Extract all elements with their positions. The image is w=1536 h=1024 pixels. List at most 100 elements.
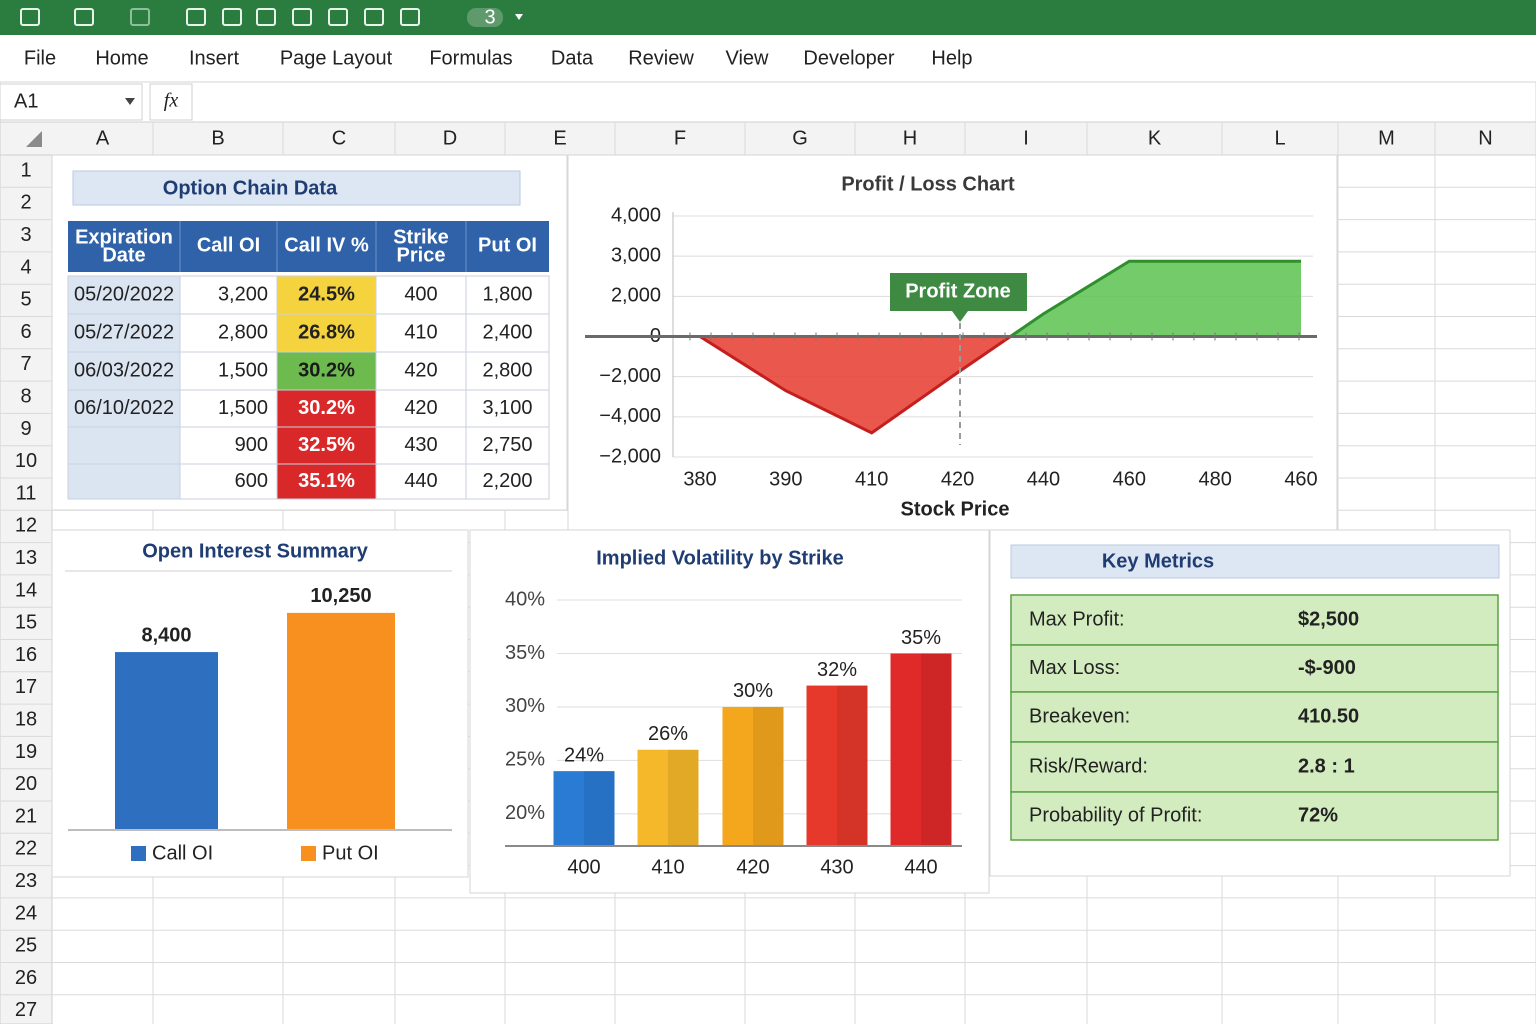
row-header: 11 xyxy=(16,482,37,504)
y-tick-label: 40% xyxy=(505,588,545,610)
toolbar-icon[interactable] xyxy=(364,8,384,26)
column-header: D xyxy=(443,127,457,149)
table-cell-text: 35.1% xyxy=(298,470,355,492)
fx-button[interactable] xyxy=(149,83,193,121)
fx-icon: fx xyxy=(164,90,179,112)
bar xyxy=(722,706,784,846)
x-tick-label: 380 xyxy=(683,468,716,490)
bar xyxy=(806,685,868,846)
table-cell-text: 600 xyxy=(235,470,268,492)
annotation-pointer xyxy=(952,311,968,322)
row-header: 22 xyxy=(15,838,37,860)
menu-item: Help xyxy=(931,47,972,69)
row-header: 17 xyxy=(15,676,37,698)
name-box-text: A1 xyxy=(14,90,38,112)
table-cell-text: 2,750 xyxy=(482,434,532,456)
annotation-box xyxy=(890,273,1027,311)
x-tick-label: 440 xyxy=(904,856,937,878)
toolbar-icon[interactable] xyxy=(222,8,242,26)
column-header: I xyxy=(1023,127,1029,149)
toolbar-icon[interactable] xyxy=(400,8,420,26)
row-header: 2 xyxy=(20,192,31,214)
toolbar-icon[interactable] xyxy=(256,8,276,26)
bar xyxy=(890,653,952,846)
x-tick-label: 410 xyxy=(651,856,684,878)
name-box[interactable] xyxy=(0,83,143,121)
menu-item: Home xyxy=(95,47,148,69)
metric-value: 72% xyxy=(1298,804,1338,826)
metrics-title: Key Metrics xyxy=(1102,550,1214,572)
select-all[interactable] xyxy=(26,131,42,147)
row-header: 4 xyxy=(20,256,31,278)
menu-item: Data xyxy=(551,47,594,69)
table-header: Strike xyxy=(393,226,449,248)
toolbar-icon[interactable] xyxy=(328,8,348,26)
table-cell xyxy=(179,351,278,391)
value-label: 26% xyxy=(648,723,688,745)
table-cell-text: 400 xyxy=(404,283,437,305)
row-header: 19 xyxy=(15,741,37,763)
legend-swatch xyxy=(131,846,146,861)
row-header: 26 xyxy=(15,967,37,989)
toolbar-icon[interactable] xyxy=(74,8,94,26)
table-cell xyxy=(179,313,278,353)
y-axis-label: −4,000 xyxy=(599,405,661,427)
table-header: Call IV % xyxy=(284,234,369,256)
table-cell xyxy=(375,463,467,500)
toolbar-icon[interactable] xyxy=(186,8,206,26)
value-label: 10,250 xyxy=(310,585,371,607)
menu-bar xyxy=(0,35,1536,82)
x-axis-title: Stock Price xyxy=(901,498,1010,520)
row-header: 13 xyxy=(15,547,37,569)
y-tick-label: 25% xyxy=(505,749,545,771)
row-header: 23 xyxy=(15,870,37,892)
metric-label: Probability of Profit: xyxy=(1029,804,1202,826)
table-cell-text: 1,800 xyxy=(482,283,532,305)
badge[interactable] xyxy=(467,8,503,27)
metrics-row xyxy=(1010,791,1499,841)
table-cell-text: 24.5% xyxy=(298,283,355,305)
metric-label: Max Profit: xyxy=(1029,608,1125,630)
table-cell-text: 06/03/2022 xyxy=(74,359,174,381)
formula-bar xyxy=(0,81,1536,123)
table-cell-text: 3,200 xyxy=(218,283,268,305)
toolbar-icon[interactable] xyxy=(130,8,150,26)
table-cell-text: 1,500 xyxy=(218,359,268,381)
chart-title: Profit / Loss Chart xyxy=(841,173,1015,195)
table-cell xyxy=(375,275,467,315)
toolbar-icon[interactable] xyxy=(20,8,40,26)
table-cell xyxy=(465,426,550,465)
row-header: 16 xyxy=(15,644,37,666)
table-cell xyxy=(67,275,181,315)
metric-label: Risk/Reward: xyxy=(1029,755,1148,777)
table-cell-text: 30.2% xyxy=(298,359,355,381)
metrics-row xyxy=(1010,741,1499,793)
bar-shade xyxy=(753,706,784,846)
dropdown-arrow xyxy=(515,14,523,20)
bar xyxy=(287,612,395,830)
metric-value: $2,500 xyxy=(1298,608,1359,630)
column-header-bar xyxy=(0,121,1536,156)
y-tick-label: 20% xyxy=(505,802,545,824)
table-cell xyxy=(67,463,181,500)
menu-item: View xyxy=(726,47,770,69)
y-tick-label: 30% xyxy=(505,695,545,717)
table-cell xyxy=(67,351,181,391)
table-cell-text: 900 xyxy=(235,434,268,456)
row-header: 10 xyxy=(15,450,37,472)
column-header: B xyxy=(211,127,224,149)
toolbar-icon[interactable] xyxy=(292,8,312,26)
bar xyxy=(637,749,699,846)
loss-area xyxy=(700,336,1301,433)
column-header: E xyxy=(553,127,566,149)
table-cell xyxy=(375,426,467,465)
table-title-box xyxy=(72,170,521,206)
x-tick-label: 400 xyxy=(567,856,600,878)
table-cell-text: 06/10/2022 xyxy=(74,397,174,419)
x-tick-label: 420 xyxy=(736,856,769,878)
table-cell-text: 2,800 xyxy=(218,321,268,343)
name-box-arrow xyxy=(125,98,135,105)
metric-label: Breakeven: xyxy=(1029,705,1130,727)
table-header: Call OI xyxy=(197,234,260,256)
